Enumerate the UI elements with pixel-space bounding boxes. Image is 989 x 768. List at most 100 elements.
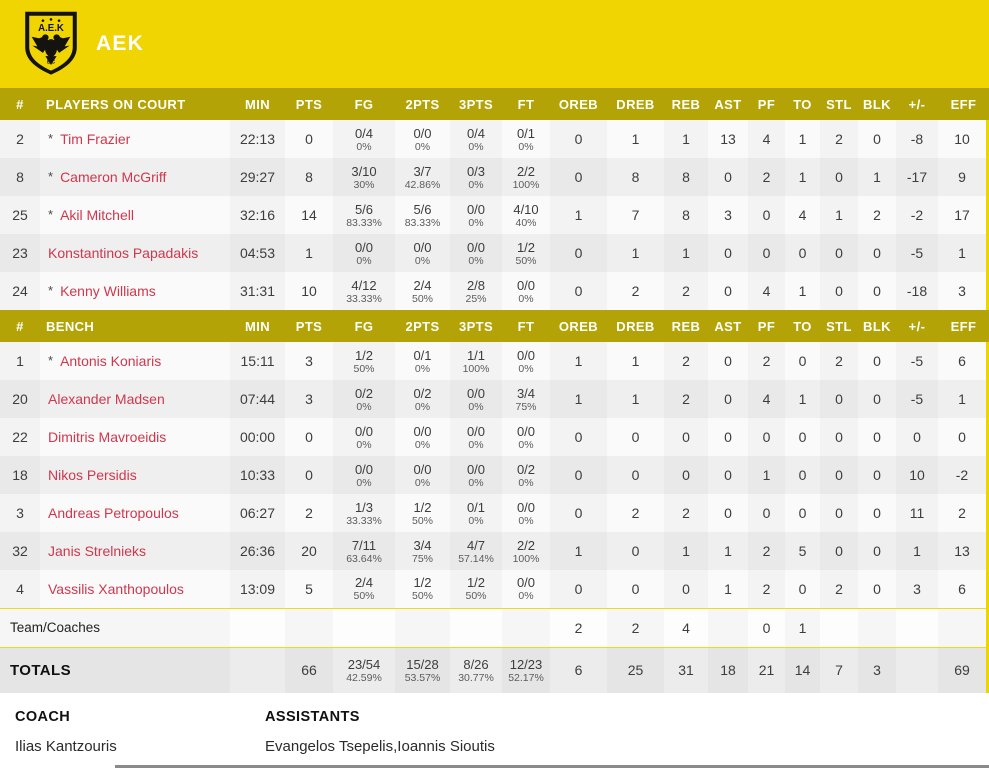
stat-fg: 1/3 33.33%: [333, 494, 395, 532]
stat-fg: 23/54 42.59%: [333, 647, 395, 693]
stat-pts: 5: [305, 580, 313, 597]
stat-3pts-made: 8/26: [463, 656, 489, 672]
stat-fg: 1/2 50%: [333, 342, 395, 380]
stat-blk: 1: [873, 169, 881, 185]
stat-3pts: 4/7 57.14%: [450, 532, 502, 570]
stat-ft: 0/0 0%: [502, 272, 550, 310]
logo-initials: A.E.K: [38, 23, 64, 34]
stat-pm: 11: [896, 494, 938, 532]
player-name-link[interactable]: Dimitris Mavroeidis: [48, 429, 167, 445]
stat-2pts: 0/0 0%: [395, 456, 450, 494]
section-header-row: # PLAYERS ON COURT MIN PTS FG 2PTS 3PTS FT OREB D…: [0, 88, 989, 120]
player-name-link[interactable]: Konstantinos Papadakis: [48, 245, 199, 261]
stat-eff: 3: [938, 272, 989, 310]
stat-reb: 8: [664, 196, 708, 234]
stat-ast: 0: [724, 283, 732, 299]
player-name-link[interactable]: Janis Strelnieks: [48, 543, 147, 559]
stat-3pts-pct: 0%: [468, 254, 484, 267]
stat-pf: 2: [748, 158, 785, 196]
player-name-cell: Vassilis Xanthopoulos: [40, 570, 230, 608]
stat-reb: 0: [664, 456, 708, 494]
stat-2pts-made: 0/0: [413, 125, 432, 141]
stat-stl: 0: [820, 418, 858, 456]
player-number: 23: [0, 234, 40, 272]
stat-2pts-made: 0/2: [413, 385, 432, 401]
eagle-icon: [31, 34, 71, 65]
stat-fg: 0/4 0%: [333, 120, 395, 158]
stat-dreb: 1: [631, 391, 640, 407]
stat-ft-made: 0/2: [516, 461, 536, 477]
column-header-oreb: OREB: [550, 310, 607, 342]
stat-dreb: 1: [631, 131, 640, 147]
stat-to: 5: [798, 543, 807, 559]
stat-pm: -8: [896, 120, 938, 158]
player-name-link[interactable]: Antonis Koniaris: [60, 353, 162, 369]
stat-3pts-made: 0/4: [466, 125, 486, 141]
stat-blk: 0: [873, 353, 881, 369]
stat-3pts: 1/1 100%: [450, 342, 502, 380]
player-name-link[interactable]: Andreas Petropoulos: [48, 505, 179, 521]
player-name-link[interactable]: Akil Mitchell: [60, 207, 134, 223]
stat-blk: 0: [873, 505, 881, 521]
stat-3pts-pct: 30.77%: [458, 671, 494, 684]
stat-dreb: 1: [631, 245, 640, 261]
stat-3pts-pct: 57.14%: [458, 552, 494, 565]
stat-ft-made: 0/0: [516, 499, 536, 515]
stat-2pts-made: 15/28: [406, 656, 439, 672]
stat-ft-made: 0/0: [516, 423, 536, 439]
stat-eff: 69: [938, 647, 989, 693]
column-header-pts: PTS: [285, 88, 333, 120]
player-name-link[interactable]: Vassilis Xanthopoulos: [48, 580, 184, 597]
stat-to: 1: [798, 283, 807, 299]
player-name-link[interactable]: Kenny Williams: [60, 283, 156, 299]
stat-ast: [708, 607, 748, 648]
stat-min: 04:53: [230, 234, 285, 272]
stat-3pts: 0/0 0%: [450, 380, 502, 418]
stat-ft-made: 1/2: [516, 239, 536, 255]
stat-min: 15:11: [230, 342, 285, 380]
stat-2pts: 5/6 83.33%: [395, 196, 450, 234]
stat-stl: 7: [835, 662, 843, 679]
player-name-link[interactable]: Alexander Madsen: [48, 391, 165, 407]
player-number: 3: [0, 494, 40, 532]
stat-fg-pct: 0%: [356, 140, 372, 153]
stat-dreb: 2: [631, 283, 640, 299]
stat-min: [230, 647, 285, 693]
stat-pts: 14: [301, 207, 317, 223]
stat-3pts-made: 2/8: [466, 277, 486, 293]
stat-dreb: 2: [631, 505, 640, 521]
player-name-link[interactable]: Nikos Persidis: [48, 467, 137, 483]
player-name-cell: * Cameron McGriff: [40, 158, 230, 196]
stat-pf: 4: [748, 120, 785, 158]
stat-pm: [896, 647, 938, 693]
stat-3pts: 0/0 0%: [450, 418, 502, 456]
stat-reb: 2: [664, 342, 708, 380]
stat-ft-pct: 75%: [515, 400, 537, 413]
stat-3pts-made: 0/0: [466, 461, 486, 477]
stat-reb: 1: [664, 532, 708, 570]
stat-ft-made: 12/23: [509, 656, 543, 672]
player-number: 32: [0, 532, 40, 570]
stat-to: 0: [798, 580, 807, 597]
stat-pf: 21: [758, 662, 775, 679]
player-name-link[interactable]: Cameron McGriff: [60, 169, 167, 185]
stat-oreb: 0: [550, 494, 607, 532]
stat-blk: 0: [873, 429, 881, 445]
stat-pts: 3: [305, 391, 313, 407]
stat-2pts-pct: 0%: [414, 254, 431, 267]
column-header-reb: REB: [664, 88, 708, 120]
stat-3pts: 0/0 0%: [450, 196, 502, 234]
stat-blk: 3: [858, 647, 896, 693]
player-name-link[interactable]: Tim Frazier: [60, 131, 131, 147]
stat-pf: 0: [748, 494, 785, 532]
stat-3pts-pct: 0%: [468, 178, 484, 191]
stat-ft-pct: 0%: [518, 476, 534, 489]
stat-pf: 0: [748, 196, 785, 234]
stat-fg-pct: 42.59%: [346, 671, 382, 684]
stat-ft-made: 2/2: [516, 537, 536, 553]
stat-pm: -5: [896, 342, 938, 380]
stat-fg-pct: 50%: [353, 362, 375, 375]
column-header-ft: FT: [502, 88, 550, 120]
player-number: 18: [0, 456, 40, 494]
stat-to: 0: [798, 353, 807, 369]
